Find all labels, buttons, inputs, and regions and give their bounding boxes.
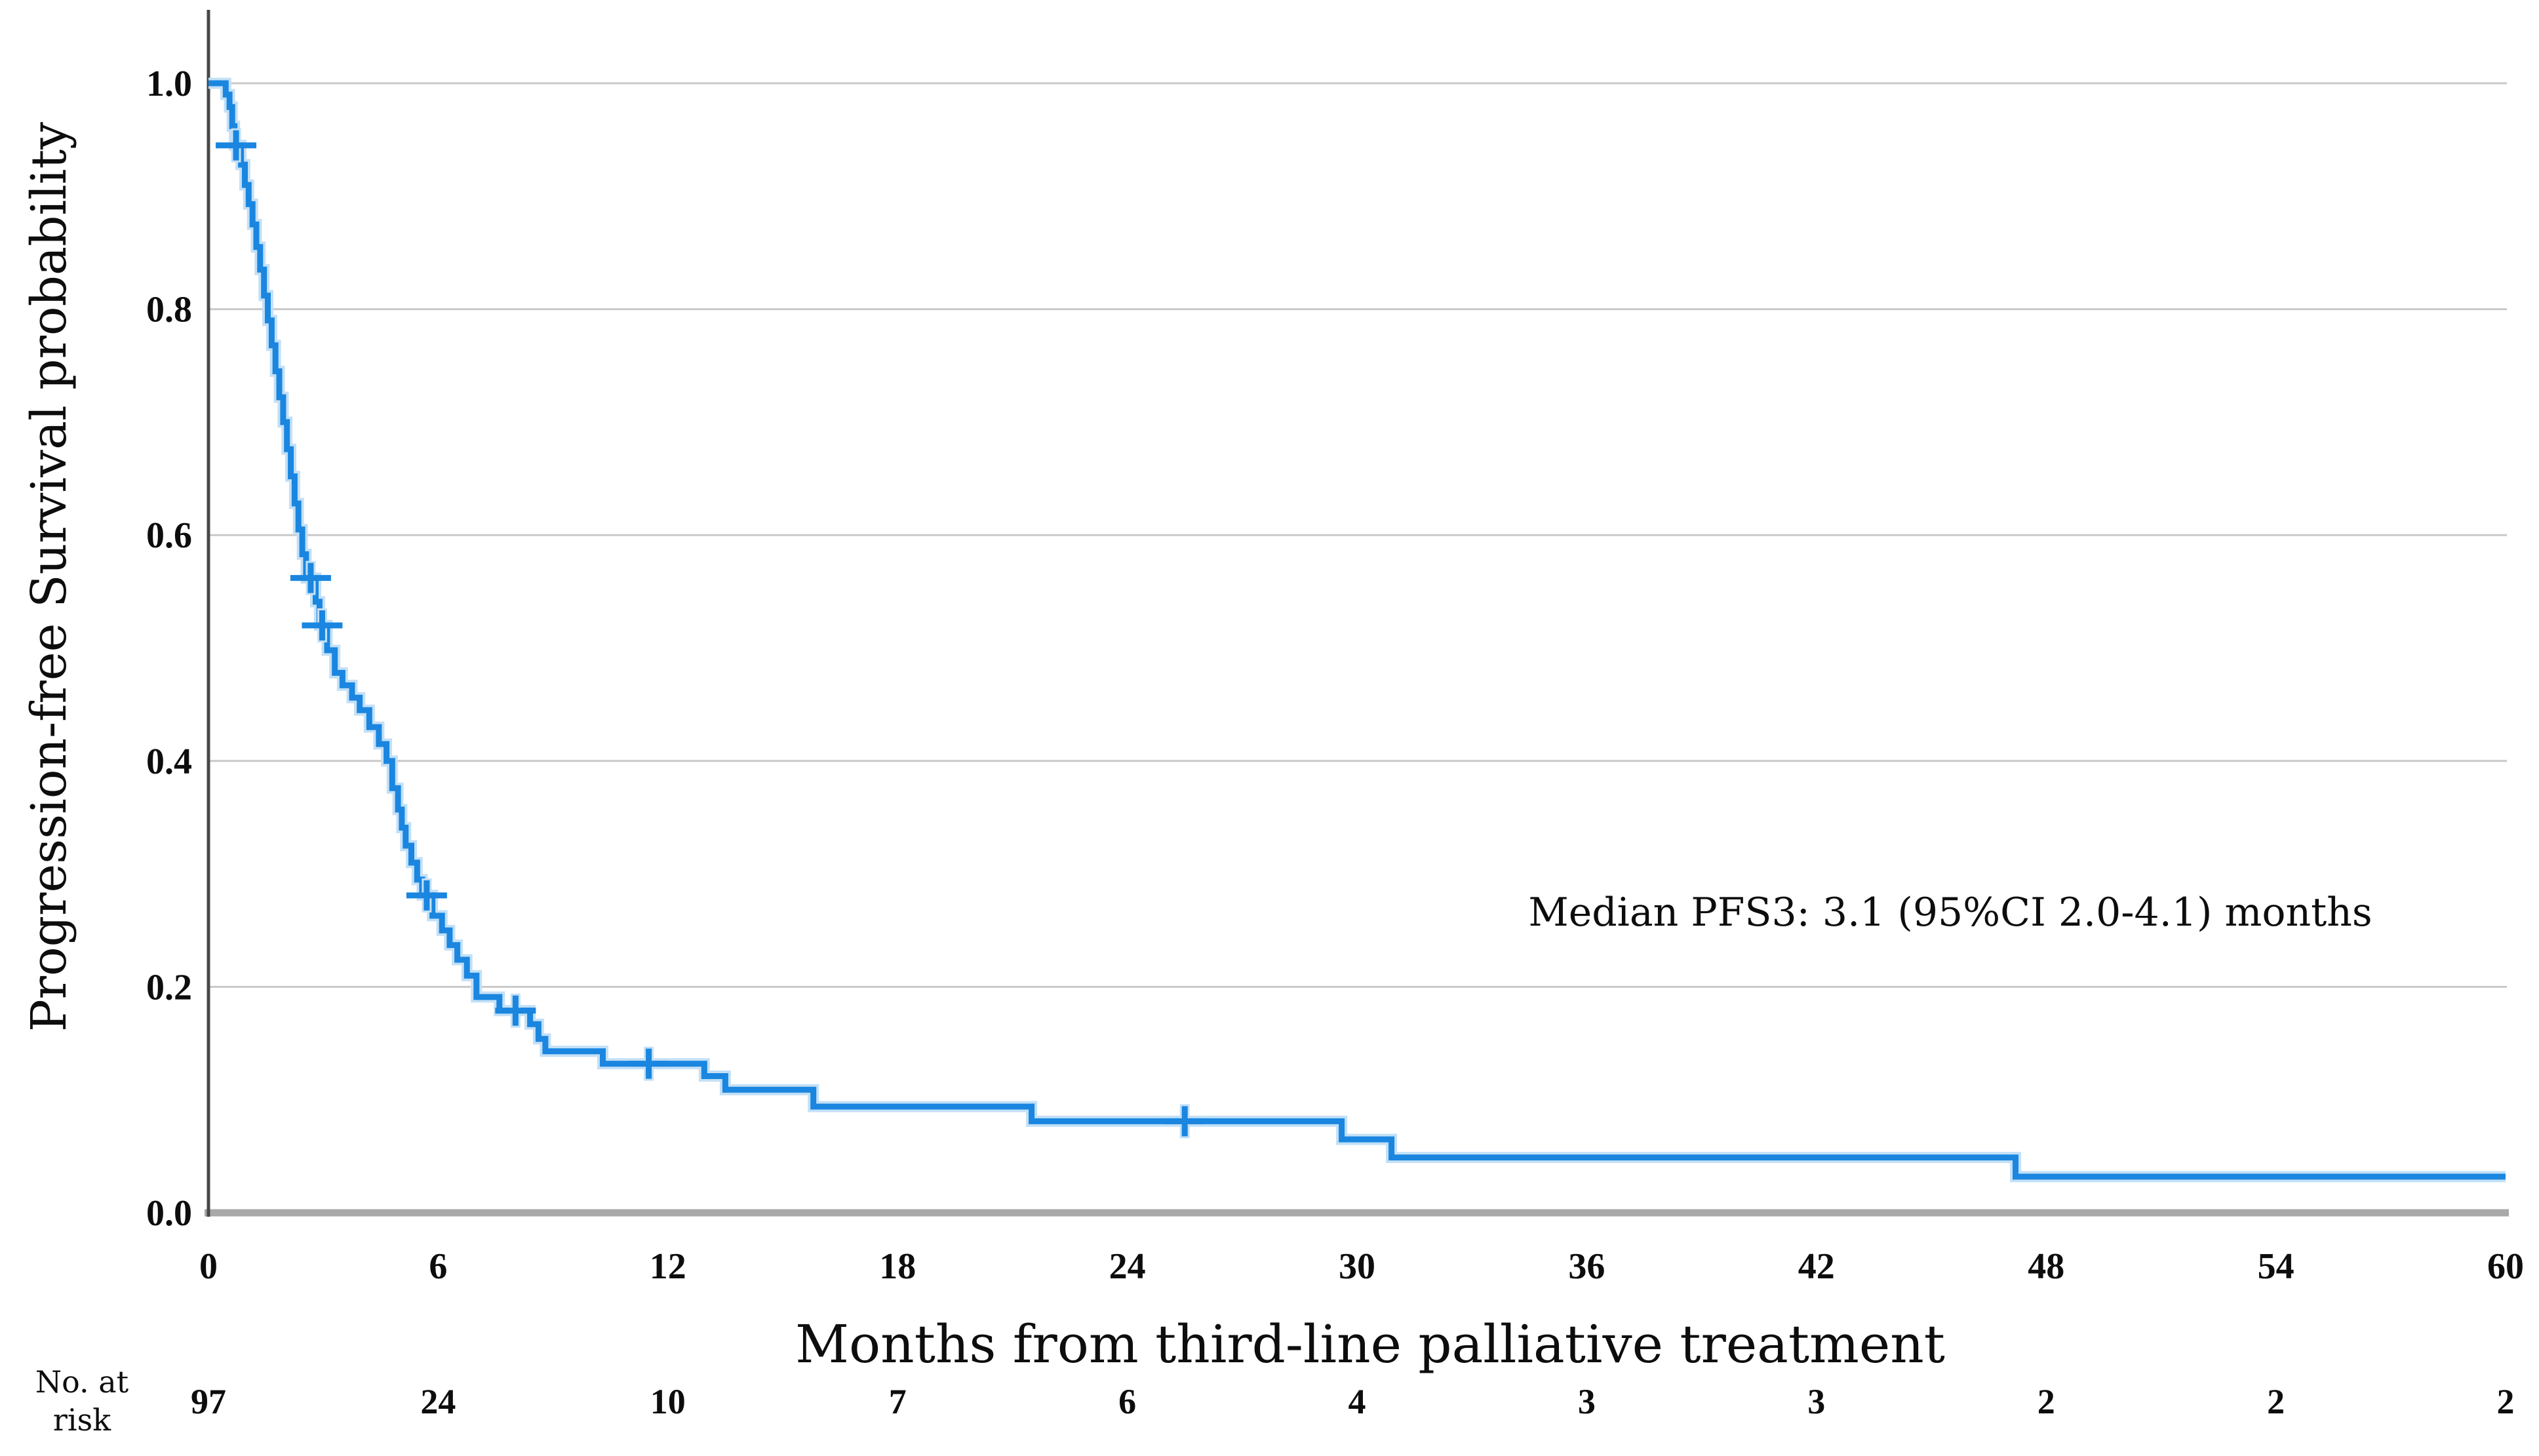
- y-tick-label-1.0: 1.0: [146, 64, 192, 104]
- gridlines: [207, 82, 2507, 988]
- risk-count-month-48: 2: [2037, 1382, 2055, 1421]
- y-tick-labels: 1.0 0.8 0.6 0.4 0.2 0.0: [146, 64, 192, 1234]
- risk-count-month-18: 7: [889, 1382, 907, 1421]
- risk-table-label-line2: risk: [53, 1402, 111, 1438]
- censor-mark: [290, 561, 331, 595]
- censor-mark: [406, 878, 447, 913]
- y-tick-label-0.6: 0.6: [146, 515, 192, 556]
- x-tick-label-18: 18: [879, 1246, 916, 1287]
- risk-count-month-0: 97: [191, 1382, 226, 1421]
- km-curve-halo: [208, 77, 2506, 1183]
- risk-count-month-54: 2: [2267, 1382, 2285, 1421]
- x-tick-label-12: 12: [650, 1246, 686, 1287]
- risk-count-month-30: 4: [1348, 1382, 1366, 1421]
- risk-count-month-60: 2: [2497, 1382, 2515, 1421]
- x-tick-label-30: 30: [1339, 1246, 1375, 1287]
- median-annotation: Median PFS3: 3.1 (95%CI 2.0-4.1) months: [1528, 890, 2372, 935]
- y-axis-title: Progression-free Survival probability: [21, 122, 77, 1032]
- x-tick-label-36: 36: [1568, 1246, 1605, 1287]
- censor-mark: [628, 1046, 669, 1081]
- y-tick-label-0.2: 0.2: [146, 967, 192, 1008]
- censor-marks: [216, 128, 1206, 1139]
- x-tick-label-0: 0: [199, 1246, 218, 1287]
- censor-mark: [216, 128, 257, 163]
- risk-count-month-6: 24: [420, 1382, 456, 1421]
- censor-mark: [302, 608, 343, 643]
- x-axis-title: Months from third-line palliative treatm…: [795, 1314, 1945, 1375]
- risk-count-values: 97 24 10 7 6 4 3 3 2 2 2: [191, 1382, 2515, 1421]
- risk-count-month-42: 3: [1807, 1382, 1825, 1421]
- y-tick-label-0.8: 0.8: [146, 290, 192, 330]
- x-tick-labels: 0 6 12 18 24 30 36 42 48 54 60: [199, 1246, 2524, 1287]
- number-at-risk-table: No. at risk 97 24 10 7 6 4 3 3 2 2 2: [35, 1364, 2515, 1438]
- risk-count-month-36: 3: [1578, 1382, 1596, 1421]
- risk-table-label-line1: No. at: [35, 1364, 129, 1400]
- x-tick-label-60: 60: [2487, 1246, 2524, 1287]
- y-tick-label-0.0: 0.0: [146, 1193, 192, 1234]
- risk-count-month-24: 6: [1118, 1382, 1136, 1421]
- censor-mark: [1164, 1104, 1206, 1139]
- x-tick-label-54: 54: [2258, 1246, 2294, 1287]
- censor-mark: [495, 993, 536, 1028]
- risk-count-month-12: 10: [650, 1382, 686, 1421]
- x-tick-label-24: 24: [1109, 1246, 1146, 1287]
- x-tick-label-48: 48: [2028, 1246, 2064, 1287]
- x-tick-label-6: 6: [429, 1246, 447, 1287]
- x-tick-label-42: 42: [1798, 1246, 1835, 1287]
- km-curve: [208, 80, 2506, 1180]
- y-tick-label-0.4: 0.4: [146, 741, 192, 782]
